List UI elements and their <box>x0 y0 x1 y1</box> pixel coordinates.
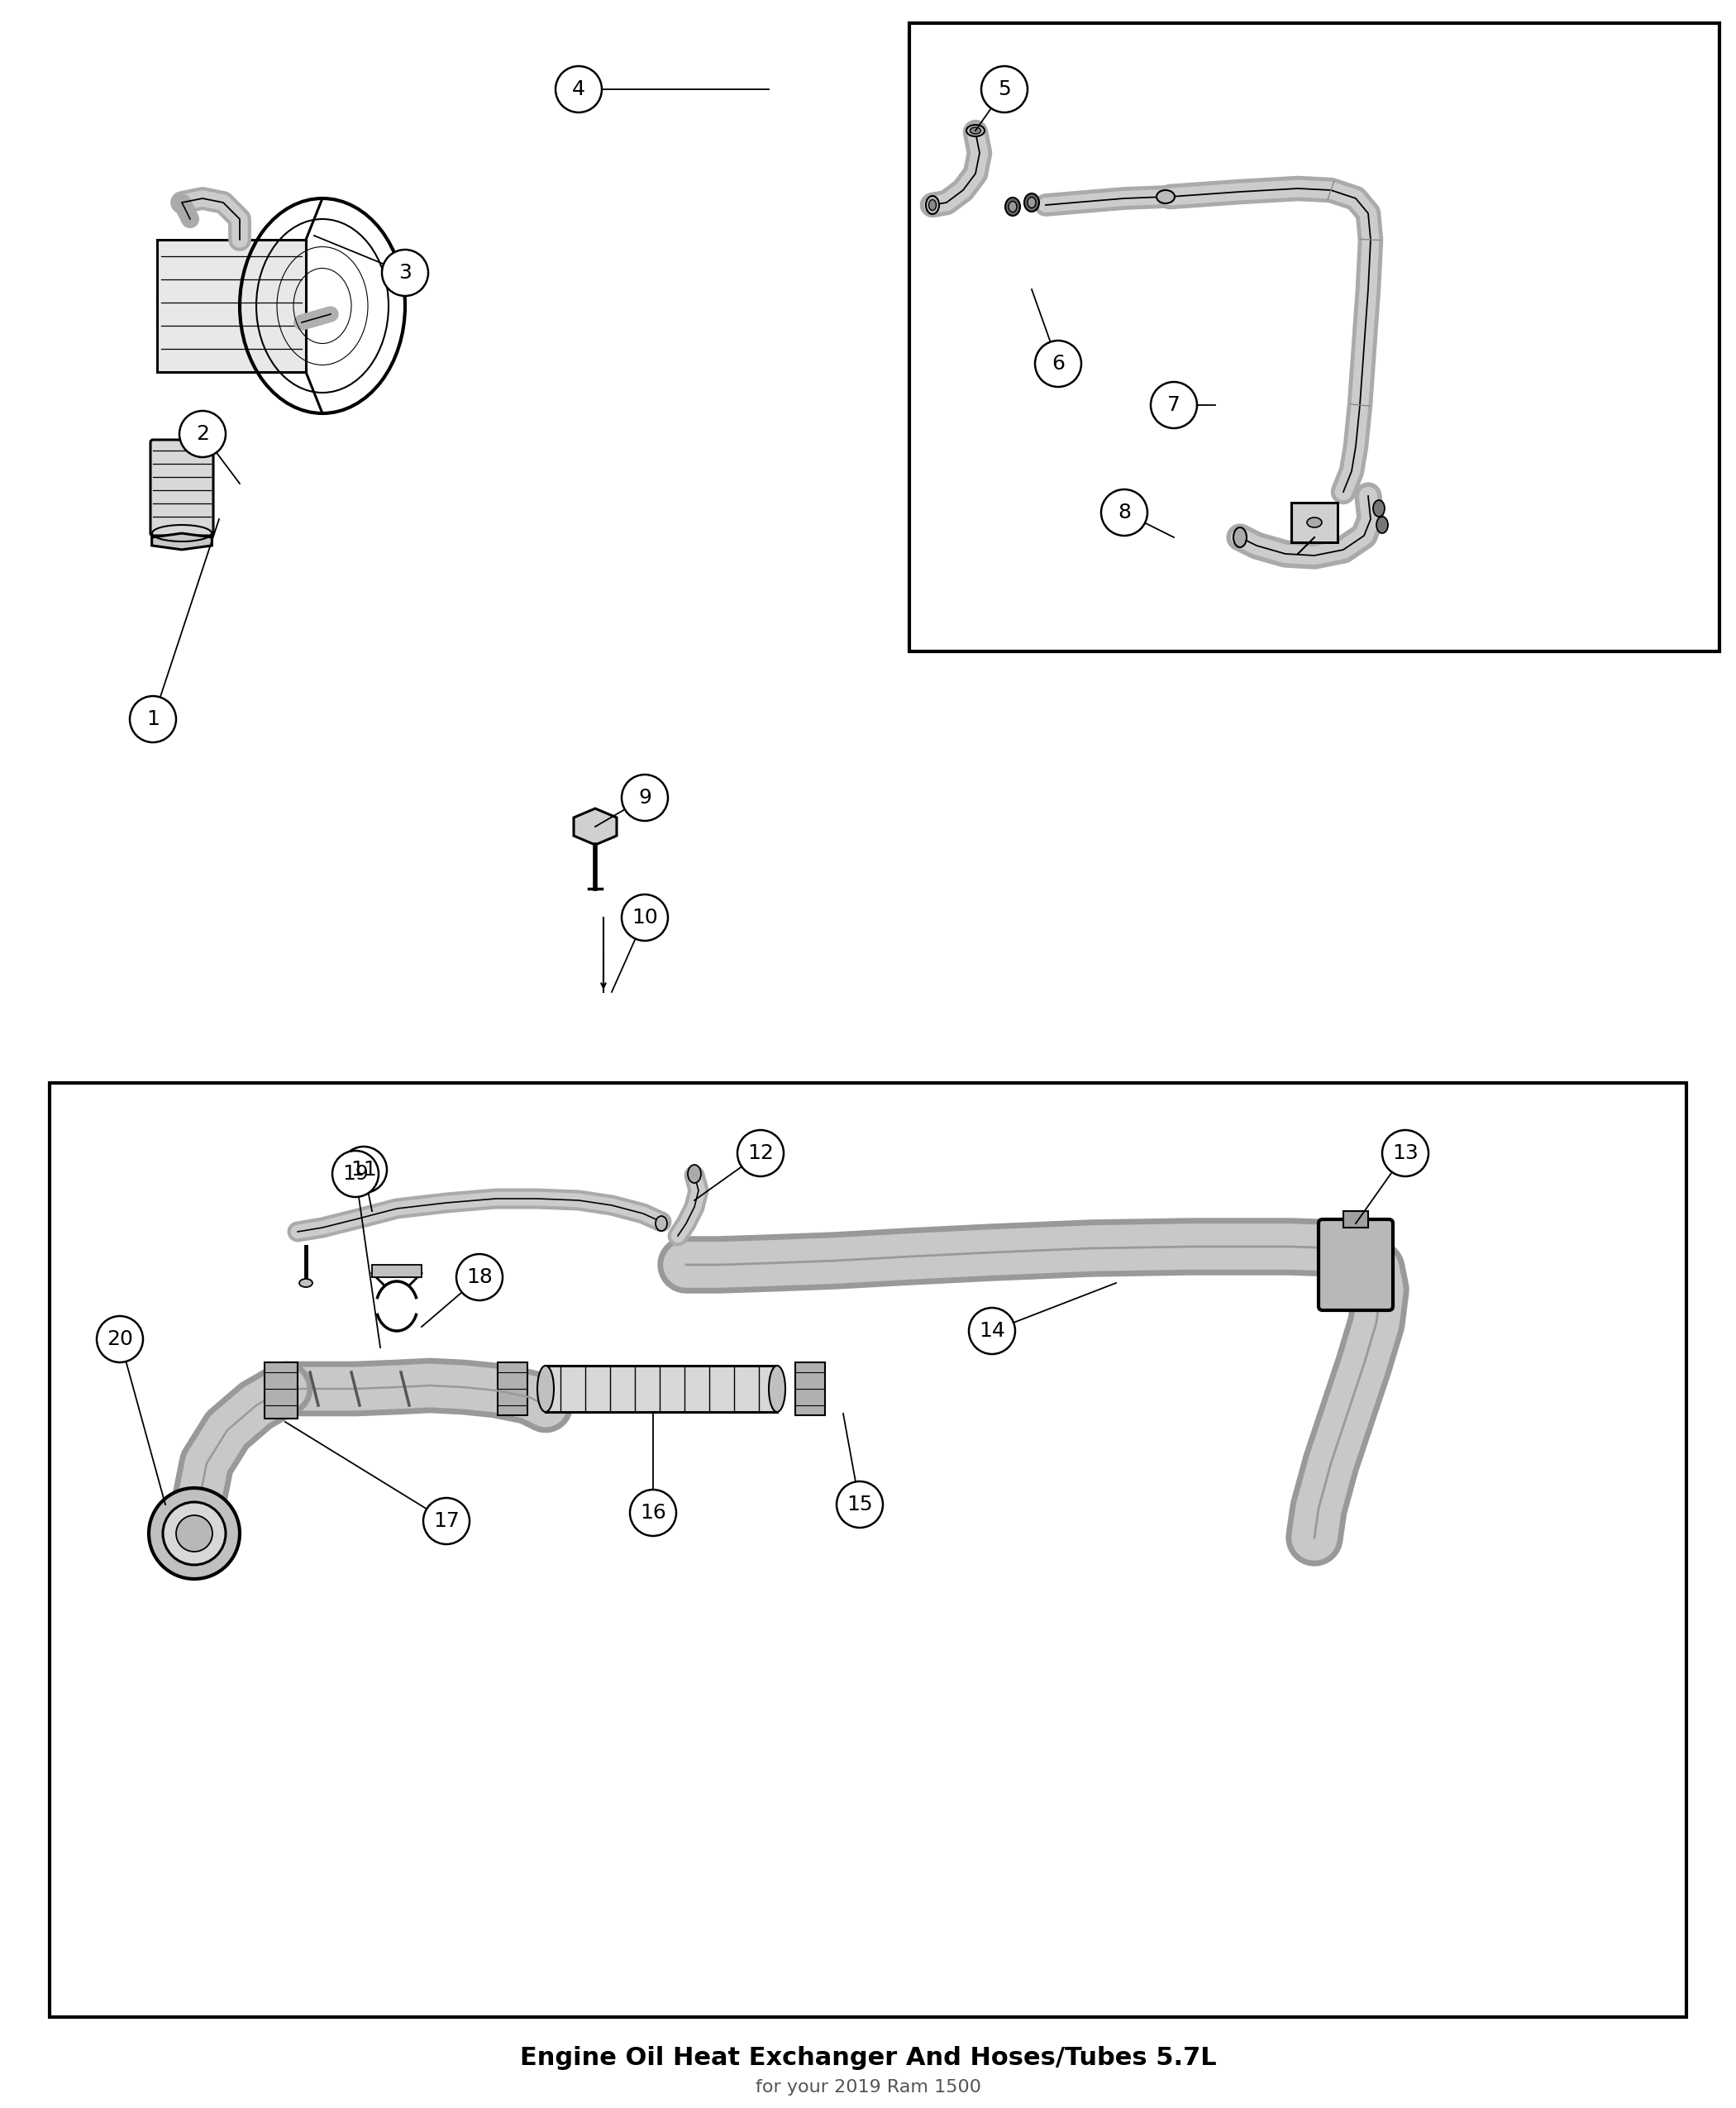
Circle shape <box>97 1315 142 1362</box>
Ellipse shape <box>1156 190 1175 202</box>
Ellipse shape <box>1024 194 1040 211</box>
Circle shape <box>332 1151 378 1197</box>
Ellipse shape <box>967 124 984 137</box>
Ellipse shape <box>769 1366 785 1412</box>
Polygon shape <box>573 809 616 845</box>
Text: 17: 17 <box>434 1511 460 1530</box>
Bar <box>264 1362 297 1419</box>
Circle shape <box>163 1503 226 1564</box>
Circle shape <box>621 894 668 940</box>
Bar <box>795 1362 825 1414</box>
Ellipse shape <box>925 196 939 215</box>
Circle shape <box>1382 1130 1429 1176</box>
FancyBboxPatch shape <box>1319 1218 1392 1311</box>
Text: 13: 13 <box>1392 1143 1418 1164</box>
Circle shape <box>738 1130 783 1176</box>
Circle shape <box>130 696 175 742</box>
FancyBboxPatch shape <box>151 441 214 535</box>
Circle shape <box>1101 489 1147 535</box>
Text: 7: 7 <box>1167 394 1180 415</box>
Circle shape <box>969 1307 1016 1353</box>
Text: 18: 18 <box>467 1267 493 1288</box>
Text: 12: 12 <box>748 1143 774 1164</box>
Bar <box>1344 1212 1368 1227</box>
Text: 1: 1 <box>146 708 160 729</box>
Bar <box>50 1084 1686 2017</box>
Ellipse shape <box>656 1216 667 1231</box>
Ellipse shape <box>1009 200 1017 213</box>
Circle shape <box>179 411 226 457</box>
Text: 19: 19 <box>342 1164 368 1185</box>
Circle shape <box>621 774 668 820</box>
Ellipse shape <box>1307 516 1321 527</box>
Ellipse shape <box>1377 516 1389 533</box>
Bar <box>372 1265 422 1277</box>
Text: 9: 9 <box>639 788 651 807</box>
Circle shape <box>382 249 429 295</box>
Ellipse shape <box>970 126 981 135</box>
Text: 14: 14 <box>979 1322 1005 1341</box>
Text: 4: 4 <box>573 80 585 99</box>
Circle shape <box>981 65 1028 112</box>
Circle shape <box>149 1488 240 1579</box>
Circle shape <box>630 1490 677 1537</box>
Text: 10: 10 <box>632 909 658 928</box>
Circle shape <box>457 1254 503 1301</box>
Bar <box>498 1362 528 1414</box>
Circle shape <box>837 1482 884 1528</box>
Ellipse shape <box>1028 198 1036 209</box>
Circle shape <box>424 1499 469 1545</box>
Text: 16: 16 <box>641 1503 667 1522</box>
Circle shape <box>1151 382 1198 428</box>
Circle shape <box>175 1516 212 1551</box>
Text: 15: 15 <box>847 1495 873 1514</box>
Ellipse shape <box>1233 527 1246 548</box>
Circle shape <box>340 1147 387 1193</box>
Text: 6: 6 <box>1052 354 1064 373</box>
Ellipse shape <box>1373 500 1385 516</box>
Polygon shape <box>156 240 306 371</box>
Circle shape <box>1035 341 1082 388</box>
Polygon shape <box>151 533 212 550</box>
Ellipse shape <box>538 1366 554 1412</box>
Bar <box>1292 502 1337 542</box>
Ellipse shape <box>299 1280 312 1288</box>
Text: 2: 2 <box>196 424 208 445</box>
Bar <box>545 1366 778 1412</box>
Text: 8: 8 <box>1118 502 1130 523</box>
Circle shape <box>556 65 602 112</box>
Bar <box>910 23 1719 651</box>
Text: 3: 3 <box>399 264 411 282</box>
Text: Engine Oil Heat Exchanger And Hoses/Tubes 5.7L: Engine Oil Heat Exchanger And Hoses/Tube… <box>519 2047 1217 2070</box>
Ellipse shape <box>687 1166 701 1183</box>
Text: 11: 11 <box>351 1159 377 1180</box>
Text: for your 2019 Ram 1500: for your 2019 Ram 1500 <box>755 2078 981 2095</box>
Ellipse shape <box>929 200 936 211</box>
Text: 5: 5 <box>998 80 1010 99</box>
Ellipse shape <box>1005 198 1021 215</box>
Text: 20: 20 <box>106 1330 134 1349</box>
